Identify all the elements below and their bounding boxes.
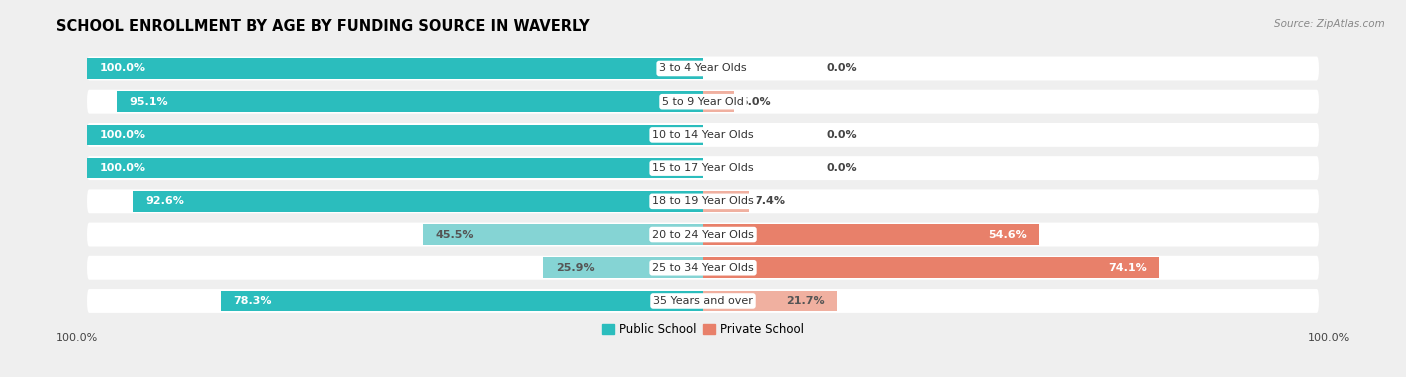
Text: 100.0%: 100.0%: [100, 130, 145, 140]
FancyBboxPatch shape: [87, 156, 1319, 180]
Text: 100.0%: 100.0%: [56, 333, 98, 343]
Bar: [703, 224, 1039, 245]
Text: 100.0%: 100.0%: [1308, 333, 1350, 343]
Bar: [703, 91, 734, 112]
Text: 18 to 19 Year Olds: 18 to 19 Year Olds: [652, 196, 754, 206]
Text: 15 to 17 Year Olds: 15 to 17 Year Olds: [652, 163, 754, 173]
Text: 0.0%: 0.0%: [827, 130, 856, 140]
Bar: [544, 257, 703, 278]
Text: 3 to 4 Year Olds: 3 to 4 Year Olds: [659, 63, 747, 74]
Text: 25 to 34 Year Olds: 25 to 34 Year Olds: [652, 263, 754, 273]
FancyBboxPatch shape: [87, 123, 1319, 147]
Bar: [221, 291, 703, 311]
Text: 54.6%: 54.6%: [988, 230, 1026, 239]
Text: 100.0%: 100.0%: [100, 163, 145, 173]
Bar: [87, 58, 703, 79]
Text: 45.5%: 45.5%: [434, 230, 474, 239]
Bar: [117, 91, 703, 112]
FancyBboxPatch shape: [87, 289, 1319, 313]
Text: 20 to 24 Year Olds: 20 to 24 Year Olds: [652, 230, 754, 239]
Legend: Public School, Private School: Public School, Private School: [598, 318, 808, 341]
Bar: [87, 158, 703, 178]
FancyBboxPatch shape: [87, 189, 1319, 213]
Text: 5 to 9 Year Old: 5 to 9 Year Old: [662, 97, 744, 107]
Text: 5.0%: 5.0%: [740, 97, 770, 107]
Text: 7.4%: 7.4%: [755, 196, 786, 206]
FancyBboxPatch shape: [87, 90, 1319, 113]
Text: 21.7%: 21.7%: [786, 296, 824, 306]
FancyBboxPatch shape: [87, 222, 1319, 247]
Text: 78.3%: 78.3%: [233, 296, 271, 306]
Text: SCHOOL ENROLLMENT BY AGE BY FUNDING SOURCE IN WAVERLY: SCHOOL ENROLLMENT BY AGE BY FUNDING SOUR…: [56, 19, 591, 34]
Text: 92.6%: 92.6%: [145, 196, 184, 206]
Bar: [703, 291, 837, 311]
Text: 95.1%: 95.1%: [129, 97, 169, 107]
Bar: [87, 125, 703, 145]
Text: 35 Years and over: 35 Years and over: [652, 296, 754, 306]
Text: 0.0%: 0.0%: [827, 63, 856, 74]
Text: Source: ZipAtlas.com: Source: ZipAtlas.com: [1274, 19, 1385, 29]
Bar: [132, 191, 703, 211]
Text: 74.1%: 74.1%: [1108, 263, 1147, 273]
Text: 0.0%: 0.0%: [827, 163, 856, 173]
Bar: [423, 224, 703, 245]
Text: 10 to 14 Year Olds: 10 to 14 Year Olds: [652, 130, 754, 140]
Bar: [703, 257, 1160, 278]
Bar: [703, 191, 748, 211]
Text: 100.0%: 100.0%: [100, 63, 145, 74]
FancyBboxPatch shape: [87, 57, 1319, 80]
Text: 25.9%: 25.9%: [555, 263, 595, 273]
FancyBboxPatch shape: [87, 256, 1319, 280]
